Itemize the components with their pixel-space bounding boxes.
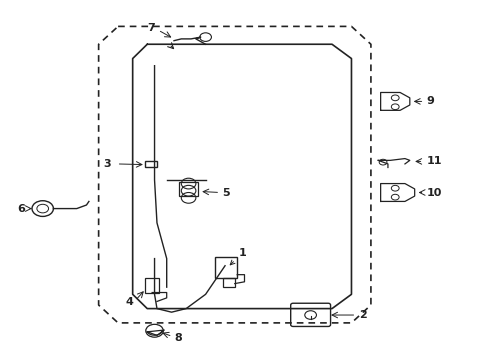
Bar xyxy=(144,278,159,293)
Text: 4: 4 xyxy=(125,297,133,307)
Bar xyxy=(179,182,198,196)
Text: 8: 8 xyxy=(174,333,182,343)
Text: 6: 6 xyxy=(17,203,25,213)
Text: 2: 2 xyxy=(358,310,366,320)
Text: 5: 5 xyxy=(222,188,230,198)
Text: 7: 7 xyxy=(146,23,154,33)
Bar xyxy=(144,161,157,167)
Polygon shape xyxy=(380,184,414,202)
Text: 3: 3 xyxy=(103,159,111,169)
Text: 9: 9 xyxy=(426,96,434,107)
Text: 10: 10 xyxy=(426,188,441,198)
Text: 11: 11 xyxy=(426,157,442,166)
Bar xyxy=(222,278,234,287)
Polygon shape xyxy=(380,93,409,111)
Bar xyxy=(215,257,237,278)
Text: 1: 1 xyxy=(230,248,245,265)
